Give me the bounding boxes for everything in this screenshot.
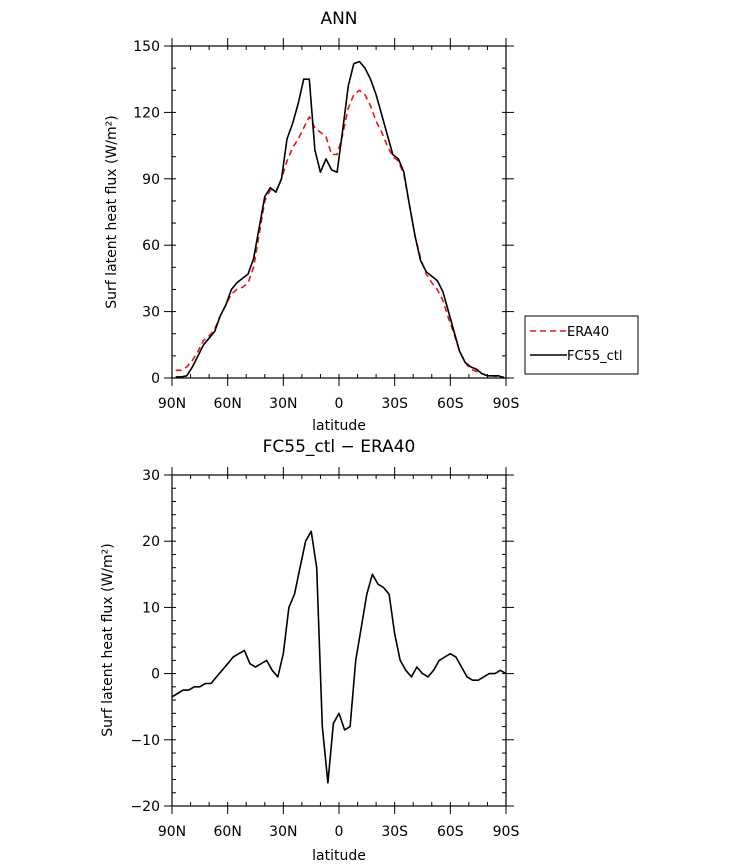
bottom-ticks <box>164 467 514 814</box>
bottom-series-group <box>171 530 507 784</box>
bottom-x-axis-label: latitude <box>312 848 366 864</box>
bottom-tick-labels: 90N 60N 30N 0 30S 60S 90S −20 −10 0 10 20 30 <box>130 468 519 840</box>
legend: ERA40 FC55_ctl <box>524 315 639 375</box>
top-tick-labels: 90N 60N 30N 0 30S 60S 90S 0 30 60 90 120 150 <box>133 39 519 412</box>
series-line-era40 <box>175 89 505 378</box>
x-tick-label: 90N <box>158 824 186 840</box>
bottom-panel: FC55_ctl − ERA40 90N 60N 30N 0 30S 60S 90S −20 −… <box>100 437 519 864</box>
x-tick-label: 30N <box>269 824 297 840</box>
legend-label-fc55-ctl: FC55_ctl <box>567 349 622 364</box>
top-panel: ANN 90N 60N 30N 0 30S 60S 90S 0 30 60 90 120 150 lat… <box>104 9 519 434</box>
bottom-plot-frame <box>171 474 507 807</box>
top-ticks <box>164 38 514 386</box>
top-plot-frame <box>171 45 507 379</box>
legend-box <box>524 315 639 375</box>
x-tick-label: 30N <box>269 396 297 412</box>
top-chart-title: ANN <box>320 9 357 29</box>
x-tick-label: 0 <box>335 824 344 840</box>
y-tick-label: 90 <box>142 172 160 188</box>
x-tick-label: 90S <box>493 396 520 412</box>
y-tick-label: 10 <box>142 600 160 616</box>
y-tick-label: 120 <box>133 105 160 121</box>
y-tick-label: 60 <box>142 238 160 254</box>
y-tick-label: 20 <box>142 534 160 550</box>
bottom-y-axis-label: Surf latent heat flux (W/m²) <box>100 543 116 736</box>
x-tick-label: 60N <box>214 824 242 840</box>
x-tick-label: 0 <box>335 396 344 412</box>
top-series-group <box>175 60 505 379</box>
x-tick-label: 60S <box>437 396 464 412</box>
y-tick-label: 0 <box>151 667 160 683</box>
y-tick-label: 30 <box>142 305 160 321</box>
y-tick-label: −20 <box>130 799 160 815</box>
top-x-axis-label: latitude <box>312 418 366 434</box>
x-tick-label: 90N <box>158 396 186 412</box>
bottom-chart-title: FC55_ctl − ERA40 <box>263 437 416 457</box>
x-tick-label: 90S <box>493 824 520 840</box>
top-y-axis-label: Surf latent heat flux (W/m²) <box>104 115 120 308</box>
y-tick-label: 150 <box>133 39 160 55</box>
legend-label-era40: ERA40 <box>567 325 609 340</box>
x-tick-label: 30S <box>381 396 408 412</box>
y-tick-label: 30 <box>142 468 160 484</box>
x-tick-label: 60S <box>437 824 464 840</box>
x-tick-label: 30S <box>381 824 408 840</box>
x-tick-label: 60N <box>214 396 242 412</box>
y-tick-label: 0 <box>151 371 160 387</box>
series-line-fc55-ctl <box>175 60 505 379</box>
series-line-difference <box>171 530 507 784</box>
y-tick-label: −10 <box>130 733 160 749</box>
